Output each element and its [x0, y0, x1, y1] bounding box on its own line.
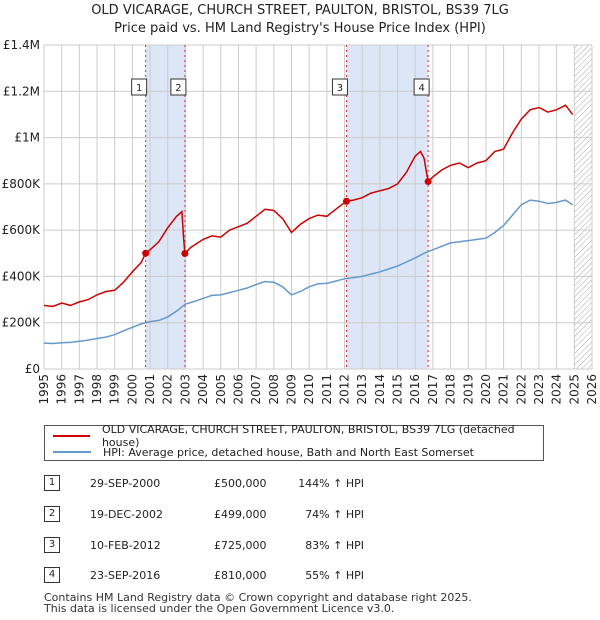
x-tick-label: 2020: [479, 374, 493, 405]
transaction-hpi: 83% ↑ HPI: [305, 539, 364, 552]
price-chart: 1 2 3 4 £0 £200K £400K £600K £800K £1M £1.2M £1.4M…: [2, 38, 599, 405]
transaction-date: 19-DEC-2002: [90, 508, 164, 521]
transaction-label-number: 4: [418, 83, 424, 94]
legend: OLD VICARAGE, CHURCH STREET, PAULTON, BR…: [44, 423, 544, 461]
x-tick-label: 2015: [391, 374, 405, 405]
transaction-point: [424, 178, 432, 186]
transaction-price: £499,000: [214, 508, 267, 521]
transaction-price: £810,000: [214, 569, 267, 582]
x-tick-label: 2011: [320, 374, 334, 405]
footer-license: This data is licensed under the Open Gov…: [44, 602, 395, 615]
legend-swatch-red: [53, 435, 90, 437]
x-tick-label: 2022: [514, 374, 528, 405]
legend-label-property: OLD VICARAGE, CHURCH STREET, PAULTON, BR…: [101, 423, 515, 449]
x-tick-label: 2007: [249, 374, 263, 405]
transaction-label-number: 2: [175, 83, 181, 94]
x-tick-label: 2024: [550, 374, 564, 405]
x-tick-label: 1996: [55, 374, 69, 405]
y-tick-label: £0: [25, 362, 40, 376]
y-tick-label: £800K: [2, 177, 42, 191]
hpi-series-line: [43, 199, 574, 345]
transaction-hpi: 55% ↑ HPI: [305, 569, 364, 582]
transaction-date: 23-SEP-2016: [90, 569, 161, 582]
transaction-row: 1 29-SEP-2000 £500,000 144% ↑ HPI: [44, 473, 484, 495]
legend-label-hpi: HPI: Average price, detached house, Bath…: [103, 445, 474, 459]
x-tick-label: 2009: [284, 374, 298, 405]
transaction-date: 29-SEP-2000: [90, 477, 161, 490]
transaction-number: 3: [44, 537, 60, 553]
x-tick-label: 2002: [161, 374, 175, 405]
x-tick-label: 2004: [196, 374, 210, 405]
x-tick-label: 2000: [125, 374, 139, 405]
transaction-price: £725,000: [214, 539, 267, 552]
x-tick-label: 2013: [355, 374, 369, 405]
transaction-row: 2 19-DEC-2002 £499,000 74% ↑ HPI: [44, 504, 484, 526]
transaction-date: 10-FEB-2012: [90, 539, 161, 552]
transaction-point: [142, 249, 150, 257]
x-tick-label: 2006: [231, 374, 245, 405]
legend-swatch-blue: [53, 451, 91, 453]
transaction-label-box: [413, 78, 430, 96]
y-tick-label: £600K: [2, 223, 42, 237]
chart-title: OLD VICARAGE, CHURCH STREET, PAULTON, BR…: [91, 3, 509, 18]
x-tick-label: 2008: [267, 374, 281, 405]
transaction-hpi: 144% ↑ HPI: [298, 477, 364, 490]
x-tick-label: 1999: [108, 374, 122, 405]
legend-item-hpi: HPI: Average price, detached house, Bath…: [45, 444, 474, 460]
y-tick-label: £200K: [2, 316, 42, 330]
transaction-row: 4 23-SEP-2016 £810,000 55% ↑ HPI: [44, 565, 484, 587]
x-tick-label: 2012: [338, 374, 352, 405]
x-tick-label: 2016: [408, 374, 422, 405]
x-tick-label: 1995: [37, 374, 51, 405]
x-tick-label: 2017: [426, 374, 440, 405]
x-tick-label: 2021: [497, 374, 511, 405]
legend-item-property: OLD VICARAGE, CHURCH STREET, PAULTON, BR…: [45, 423, 543, 449]
forecast-hatch: [574, 45, 592, 369]
transaction-number: 2: [44, 506, 60, 522]
y-tick-label: £1M: [14, 131, 40, 145]
x-tick-label: 2010: [302, 374, 316, 405]
transaction-point: [342, 197, 350, 205]
transaction-label-box: [131, 78, 148, 96]
footer-copyright: Contains HM Land Registry data © Crown c…: [44, 591, 472, 604]
transaction-label-box: [331, 78, 348, 96]
transaction-hpi: 74% ↑ HPI: [305, 508, 364, 521]
transaction-price: £500,000: [214, 477, 267, 490]
x-tick-label: 2023: [532, 374, 546, 405]
y-tick-label: £1.2M: [3, 84, 40, 98]
x-tick-label: 2003: [178, 374, 192, 405]
y-tick-label: £1.4M: [3, 38, 40, 52]
transaction-row: 3 10-FEB-2012 £725,000 83% ↑ HPI: [44, 535, 484, 557]
x-tick-label: 2014: [373, 374, 387, 405]
shaded-region: [346, 45, 429, 369]
chart-subtitle: Price paid vs. HM Land Registry's House …: [114, 21, 486, 36]
x-tick-label: 1997: [72, 374, 86, 405]
x-tick-label: 1998: [90, 374, 104, 405]
shaded-region: [145, 45, 185, 369]
transaction-point: [181, 250, 189, 258]
y-tick-label: £400K: [2, 269, 42, 283]
x-tick-label: 2026: [585, 374, 599, 405]
transaction-number: 4: [44, 567, 60, 583]
property-series-line: [43, 104, 574, 308]
x-tick-label: 2019: [461, 374, 475, 405]
transaction-label-number: 1: [136, 83, 142, 94]
x-tick-label: 2018: [444, 374, 458, 405]
transaction-label-box: [170, 78, 187, 96]
transaction-number: 1: [44, 475, 60, 491]
x-tick-label: 2001: [143, 374, 157, 405]
transaction-label-number: 3: [337, 83, 343, 94]
x-tick-label: 2025: [567, 374, 581, 405]
x-tick-label: 2005: [214, 374, 228, 405]
